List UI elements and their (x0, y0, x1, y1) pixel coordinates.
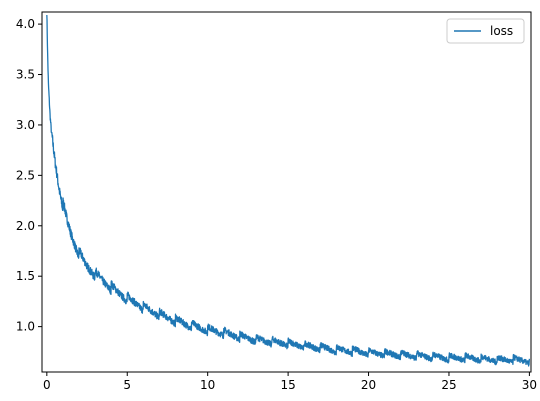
y-tick-label: 4.0 (16, 17, 35, 31)
series-line-loss (46, 14, 531, 367)
plot-frame (41, 11, 532, 373)
y-tick-label: 2.0 (16, 219, 35, 233)
legend: loss (446, 18, 525, 44)
y-tick-label: 2.5 (16, 168, 35, 182)
series-layer (46, 14, 531, 367)
x-tick-label: 15 (280, 378, 295, 392)
x-tick-label: 0 (43, 378, 51, 392)
y-tick-label: 1.5 (16, 269, 35, 283)
y-axis: 1.0 1.5 2.0 2.5 3.0 3.5 4.0 (16, 17, 42, 334)
legend-label: loss (490, 24, 513, 38)
y-tick-label: 3.0 (16, 118, 35, 132)
x-tick-label: 5 (123, 378, 131, 392)
x-tick-label: 20 (361, 378, 376, 392)
legend-box (446, 18, 525, 44)
x-tick-label: 30 (522, 378, 537, 392)
y-tick-label: 3.5 (16, 68, 35, 82)
x-tick-label: 10 (200, 378, 215, 392)
y-tick-label: 1.0 (16, 320, 35, 334)
x-axis: 0 5 10 15 20 25 30 (43, 372, 537, 392)
x-tick-label: 25 (441, 378, 456, 392)
